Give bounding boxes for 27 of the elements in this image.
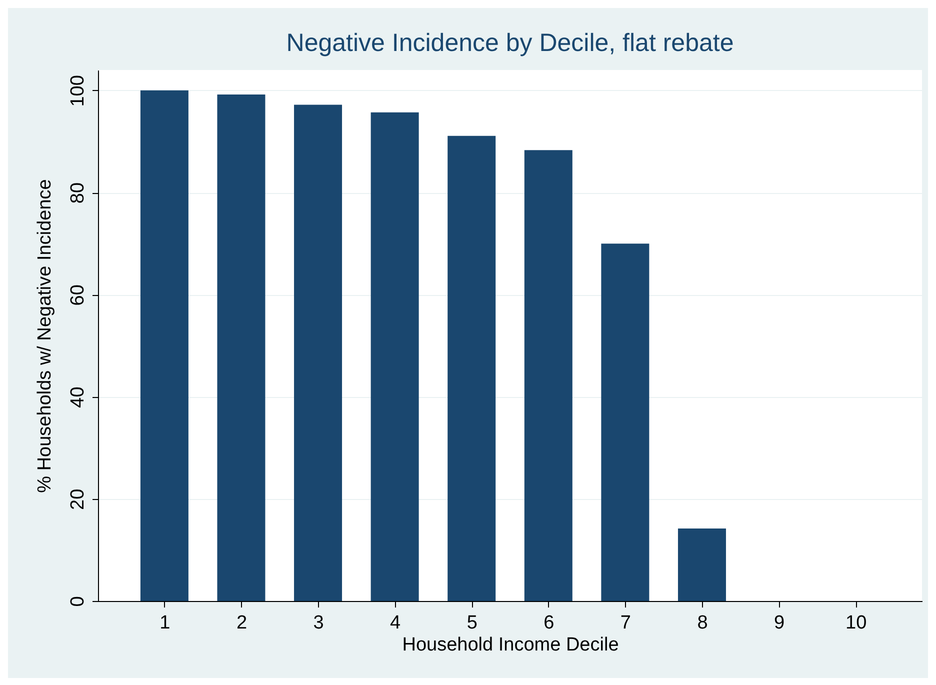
bar: [217, 94, 266, 601]
x-tick-label: 5: [466, 612, 478, 634]
x-tick-label: 10: [845, 612, 867, 634]
bar: [524, 150, 572, 601]
bar: [601, 244, 650, 601]
x-tick-label: 4: [390, 612, 402, 634]
bar: [294, 104, 342, 601]
y-axis-title: % Households w/ Negative Incidence: [34, 179, 56, 493]
y-tick-label: 0: [68, 596, 88, 607]
chart-title: Negative Incidence by Decile, flat rebate: [286, 29, 734, 57]
x-tick-label: 3: [313, 612, 324, 634]
x-tick-label: 2: [236, 612, 248, 634]
x-axis-title: Household Income Decile: [402, 634, 619, 656]
y-tick-label: 80: [68, 182, 88, 204]
y-tick-label: 40: [68, 386, 88, 408]
bar: [448, 136, 496, 601]
bar: [678, 528, 726, 601]
bar: [140, 90, 188, 601]
x-tick-label: 8: [697, 612, 708, 634]
x-tick-label: 1: [160, 612, 170, 634]
y-tick-label: 100: [68, 75, 88, 107]
bar: [370, 112, 419, 601]
x-tick-label: 6: [544, 612, 554, 634]
x-tick-label: 7: [620, 612, 631, 634]
y-tick-label: 20: [68, 488, 88, 510]
y-tick-label: 60: [68, 284, 88, 306]
x-tick-label: 9: [774, 612, 785, 634]
